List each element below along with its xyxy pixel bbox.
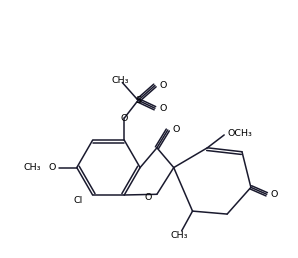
Text: CH₃: CH₃ [111, 76, 129, 85]
Text: S: S [135, 96, 141, 105]
Text: O: O [271, 190, 278, 199]
Text: O: O [159, 81, 167, 90]
Text: O: O [145, 193, 152, 202]
Text: CH₃: CH₃ [171, 231, 188, 240]
Text: O: O [172, 125, 179, 134]
Text: CH₃: CH₃ [24, 163, 41, 172]
Text: O: O [121, 114, 128, 123]
Text: Cl: Cl [74, 196, 83, 205]
Text: O: O [159, 104, 167, 113]
Text: O: O [49, 163, 56, 172]
Text: OCH₃: OCH₃ [227, 130, 252, 139]
